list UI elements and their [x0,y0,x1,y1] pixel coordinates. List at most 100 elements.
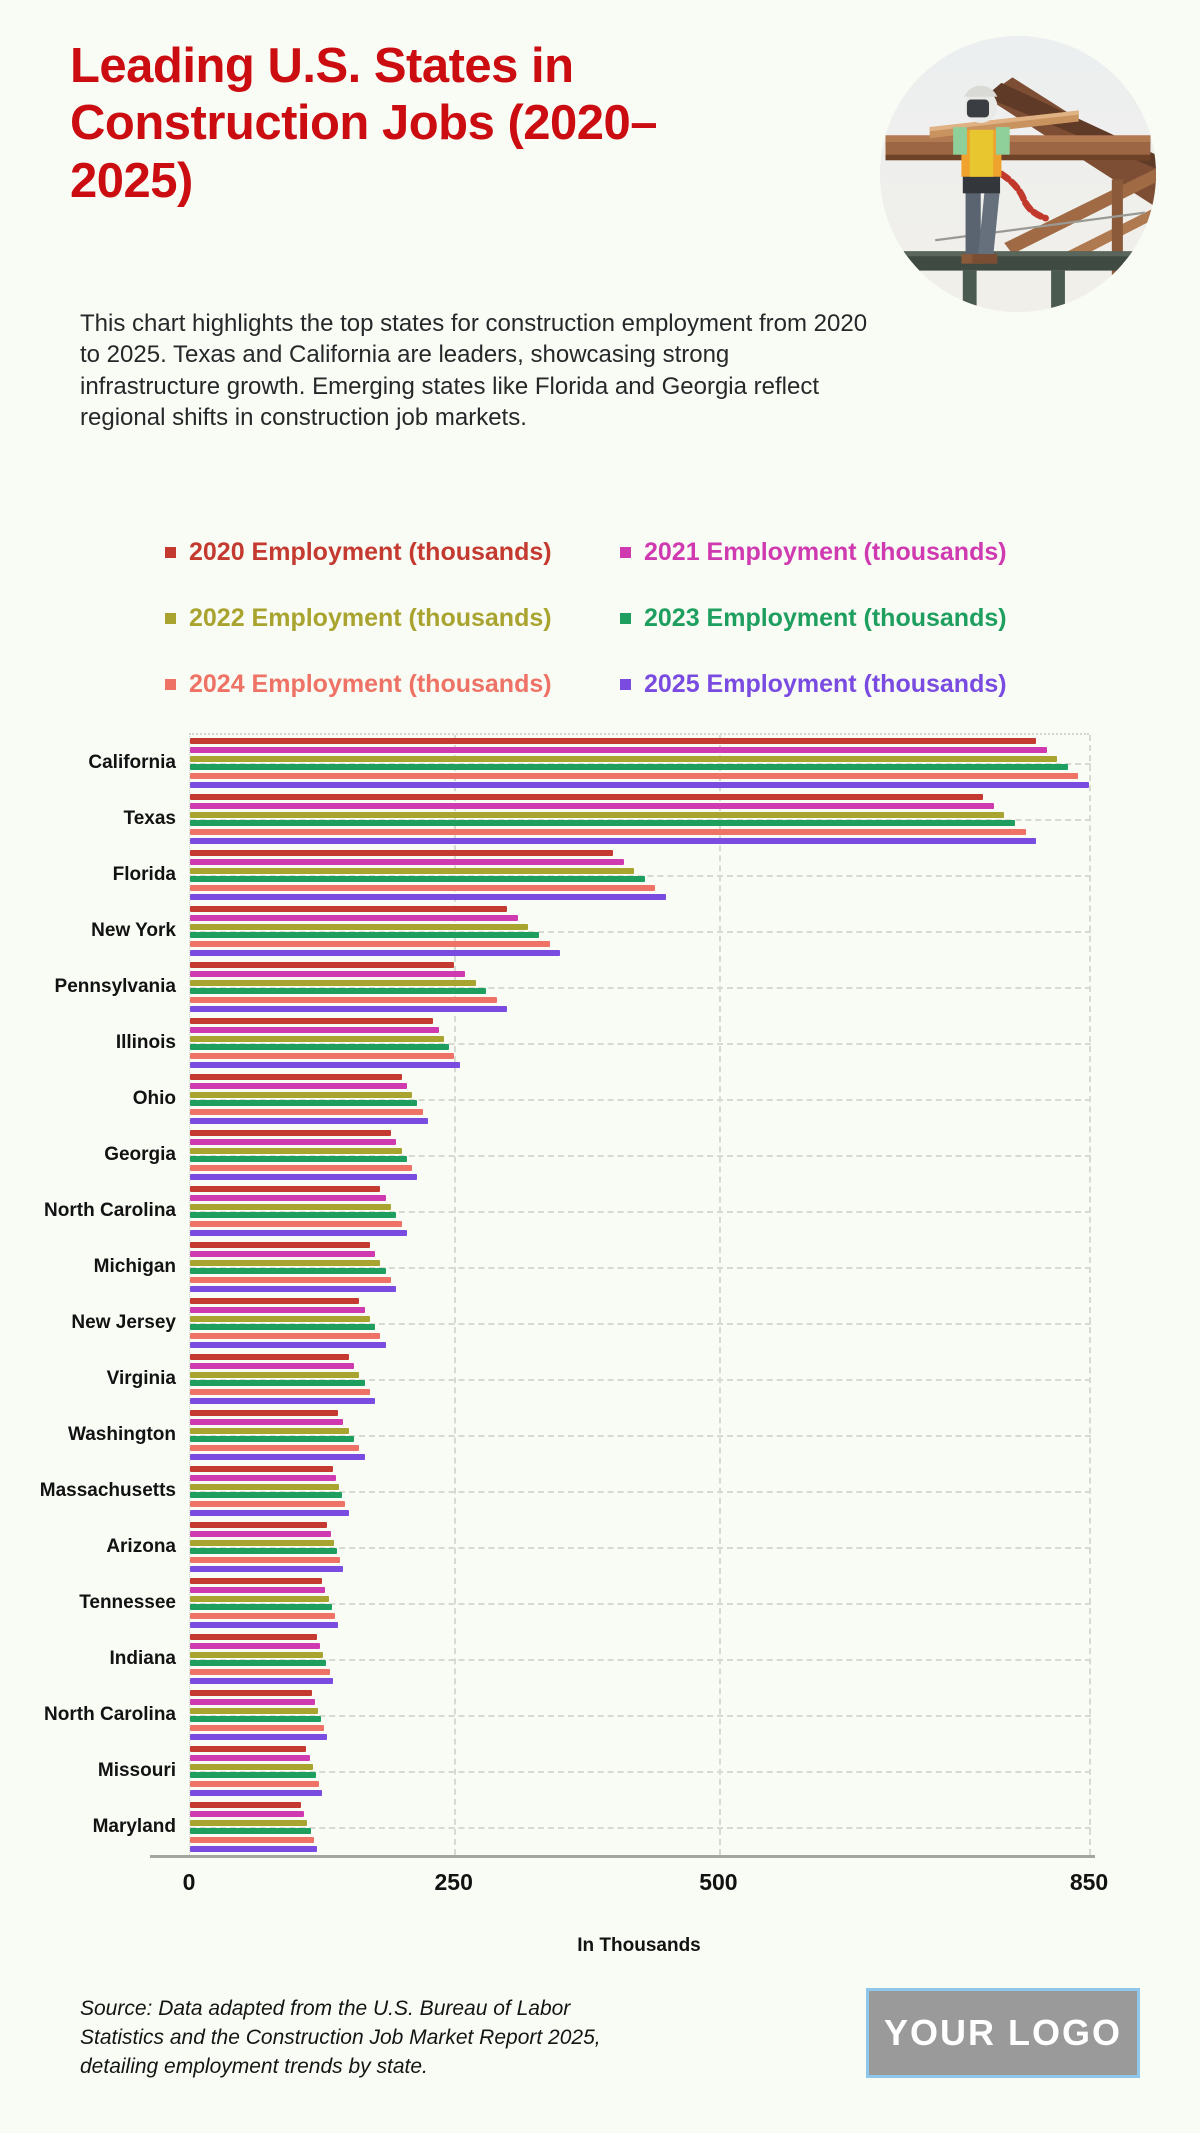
x-axis-line [150,1855,1095,1858]
bar [190,1156,407,1163]
bar [190,1229,407,1236]
construction-worker-photo [880,36,1156,312]
legend-swatch-icon [165,613,176,624]
chart-row: Massachusetts [40,1463,1091,1519]
bar [190,1501,346,1508]
bar [190,1035,444,1042]
bar [190,837,1037,844]
bar-group [190,794,1089,847]
construction-worker-illustration [880,36,1156,312]
bar [190,1642,321,1649]
bar-group [190,1186,1089,1239]
chart-legend: 2020 Employment (thousands) 2021 Employme… [165,538,1075,699]
bar [190,1194,386,1201]
bar [190,932,540,939]
bar [190,1621,339,1628]
bar [190,1789,323,1796]
x-tick-label: 500 [699,1869,738,1895]
bar [190,1474,336,1481]
legend-label: 2021 Employment (thousands) [644,538,1007,566]
bar [190,1716,322,1723]
bar-group [190,1298,1089,1351]
row-gridline [190,1715,1091,1717]
bar-group [190,1018,1089,1071]
bar [190,1746,307,1752]
bar [190,858,624,865]
bar [190,1109,423,1116]
bar [190,1651,324,1658]
bar [190,1117,428,1124]
bar [190,1371,360,1378]
bar [190,1018,434,1024]
bar [190,923,529,930]
row-gridline [190,1827,1091,1829]
legend-item: 2023 Employment (thousands) [620,604,1075,633]
bar [190,1277,391,1284]
chart-row: Virginia [107,1351,1091,1407]
bar-group [190,1578,1089,1631]
bar [190,1380,365,1387]
category-label: Arizona [106,1536,176,1557]
row-gridline [190,1379,1091,1381]
bar [190,885,656,892]
bar [190,764,1068,771]
category-label: Georgia [104,1144,176,1165]
bar [190,1250,376,1257]
category-label: New York [91,920,176,941]
bar [190,1539,334,1546]
bar [190,1341,386,1348]
chart-row: Ohio [133,1071,1091,1127]
bar [190,1754,310,1761]
bar [190,1306,365,1313]
bar [190,1203,391,1210]
category-label: Ohio [132,1088,176,1109]
row-gridline [190,1771,1091,1773]
legend-label: 2020 Employment (thousands) [189,538,552,566]
bar [190,1242,370,1248]
bar [190,1285,397,1292]
bar-group [190,1242,1089,1295]
x-tick-label: 250 [434,1869,473,1895]
bar [190,1781,320,1788]
bar [190,988,487,995]
bar [190,949,561,956]
row-gridline [190,1155,1091,1157]
bar [190,1091,413,1098]
bar [190,914,518,921]
x-tick-label: 0 [182,1869,196,1895]
category-label: Florida [112,864,176,885]
row-gridline [190,1267,1091,1269]
bar [190,1427,349,1434]
bar [190,876,645,883]
vertical-gridline [454,735,457,1855]
legend-item: 2025 Employment (thousands) [620,670,1075,699]
chart-row: Arizona [106,1519,1091,1575]
bar [190,1557,341,1564]
bar [190,1634,317,1640]
legend-item: 2020 Employment (thousands) [165,538,620,567]
bar [190,1733,328,1740]
legend-swatch-icon [165,679,176,690]
bar [190,1165,413,1172]
plot-area: California Texas Florida New York Pennsylvan… [40,733,1091,1855]
bar-group [190,1130,1089,1183]
bar [190,1466,333,1472]
bar [190,746,1047,753]
legend-label: 2024 Employment (thousands) [189,670,552,698]
bar [190,1565,344,1572]
bar-group [190,1746,1089,1799]
bar [190,1690,312,1696]
bar [190,1082,407,1089]
row-gridline [190,1211,1091,1213]
bar [190,1186,381,1192]
x-tick-label: 850 [1069,1869,1109,1895]
bar [190,1212,397,1219]
bar [190,1669,330,1676]
chart-row: Indiana [109,1631,1091,1687]
legend-swatch-icon [165,547,176,558]
bar [190,1483,340,1490]
legend-item: 2024 Employment (thousands) [165,670,620,699]
bar [190,1268,386,1275]
bar [190,1677,333,1684]
bar-group [190,1410,1089,1463]
